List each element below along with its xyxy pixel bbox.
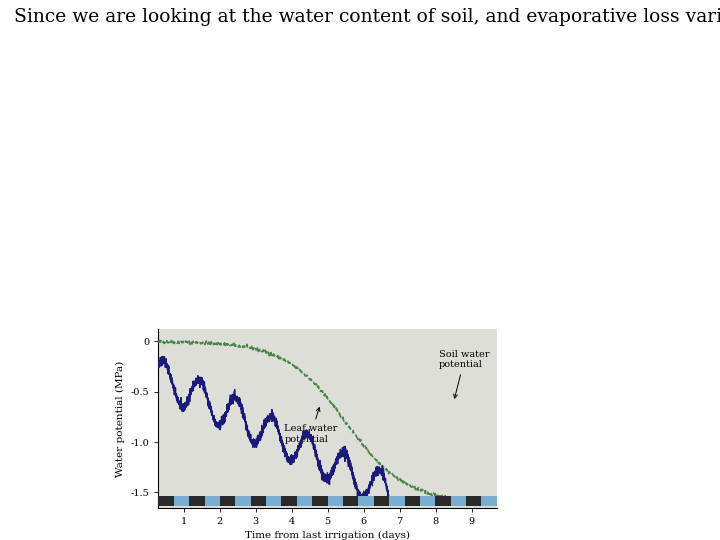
- Bar: [451, 496, 466, 505]
- Bar: [359, 496, 374, 505]
- Bar: [343, 496, 359, 505]
- Bar: [158, 496, 174, 505]
- Bar: [266, 496, 282, 505]
- Bar: [405, 496, 420, 505]
- Bar: [174, 496, 189, 505]
- Bar: [312, 496, 328, 505]
- Y-axis label: Water potential (MPa): Water potential (MPa): [116, 360, 125, 477]
- Bar: [389, 496, 405, 505]
- Bar: [328, 496, 343, 505]
- Bar: [420, 496, 436, 505]
- Bar: [204, 496, 220, 505]
- Bar: [436, 496, 451, 505]
- Text: Leaf water
potential: Leaf water potential: [284, 408, 338, 444]
- Text: Soil water
potential: Soil water potential: [439, 350, 490, 398]
- Bar: [374, 496, 389, 505]
- Bar: [189, 496, 204, 505]
- Bar: [466, 496, 482, 505]
- X-axis label: Time from last irrigation (days): Time from last irrigation (days): [245, 531, 410, 540]
- Bar: [282, 496, 297, 505]
- Text: Since we are looking at the water content of soil, and evaporative loss varies w: Since we are looking at the water conten…: [14, 8, 720, 26]
- Bar: [482, 496, 497, 505]
- Bar: [251, 496, 266, 505]
- Bar: [297, 496, 312, 505]
- Bar: [220, 496, 235, 505]
- Bar: [235, 496, 251, 505]
